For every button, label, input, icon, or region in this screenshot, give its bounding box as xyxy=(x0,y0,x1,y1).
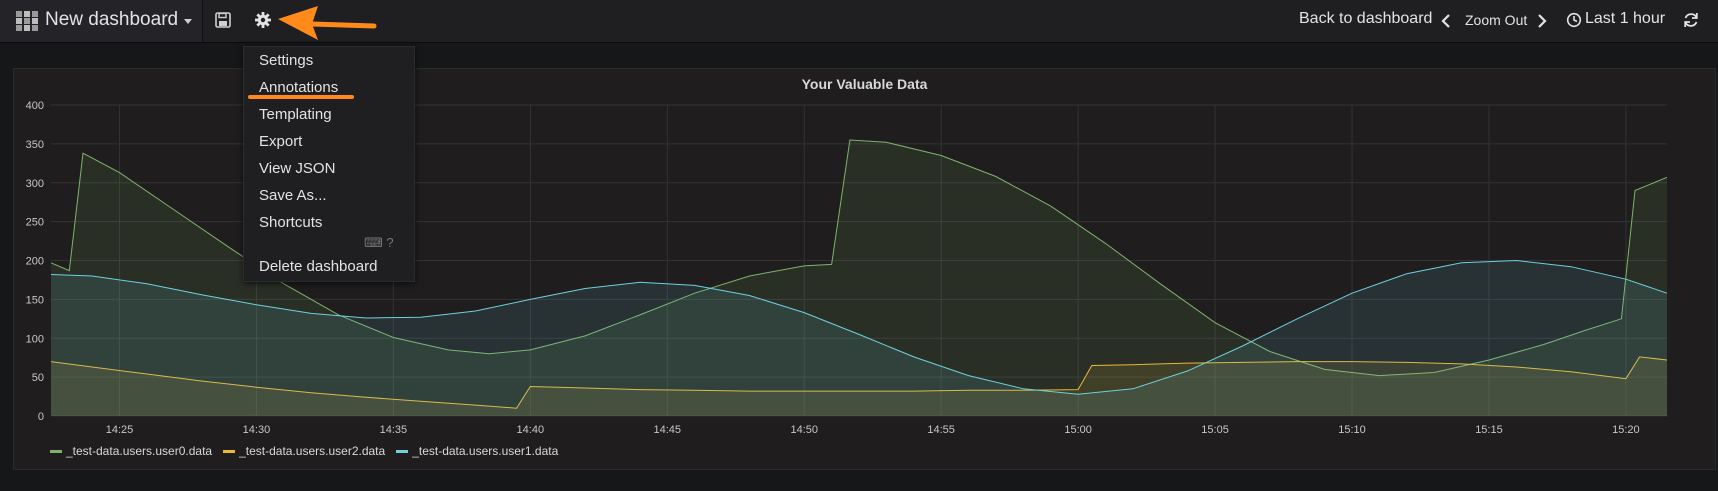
time-series-chart: 0 50 100 150 200 250 300 350 400 14:25 14:30 14:35 1… xyxy=(26,100,1668,436)
zoom-out-button[interactable]: Zoom Out xyxy=(1465,12,1528,28)
gear-icon[interactable] xyxy=(254,11,272,29)
legend-item[interactable]: _test-data.users.user2.data xyxy=(223,444,385,458)
chart-legend: _test-data.users.user0.data _test-data.us… xyxy=(50,444,569,458)
y-tick-label: 100 xyxy=(26,333,44,345)
series-line-2 xyxy=(50,259,1668,395)
series-area-1 xyxy=(51,356,1667,416)
menu-item-settings[interactable]: Settings xyxy=(259,52,314,69)
grafana-dashboard-grid-icon xyxy=(16,11,38,31)
time-range-picker[interactable]: Last 1 hour xyxy=(1585,10,1666,27)
orange-pointer-arrow xyxy=(278,6,377,40)
legend-swatch xyxy=(223,449,236,453)
settings-dropdown-menu: Settings Annotations Templating Export V… xyxy=(243,46,415,282)
caret-down-icon xyxy=(184,19,192,24)
annotations-highlight-underline xyxy=(248,95,354,99)
keyboard-shortcut-hint: ⌨ ? xyxy=(364,235,394,250)
y-tick-label: 350 xyxy=(26,139,44,151)
y-tick-label: 200 xyxy=(26,256,44,268)
refresh-icon[interactable] xyxy=(1682,11,1700,29)
x-tick-label: 15:20 xyxy=(1612,424,1640,436)
y-tick-label: 0 xyxy=(38,411,44,423)
dashboard-title: New dashboard xyxy=(45,9,179,30)
legend-label: _test-data.users.user2.data xyxy=(239,444,386,458)
menu-item-save-as[interactable]: Save As... xyxy=(259,187,327,204)
x-tick-label: 14:40 xyxy=(517,424,545,436)
x-tick-label: 15:05 xyxy=(1201,424,1229,436)
panel-title: Your Valuable Data xyxy=(801,76,928,92)
menu-item-shortcuts[interactable]: Shortcuts xyxy=(259,214,323,231)
x-tick-label: 15:00 xyxy=(1064,424,1092,436)
menu-item-templating[interactable]: Templating xyxy=(259,106,332,123)
legend-label: _test-data.users.user1.data xyxy=(412,444,559,458)
dashboard-title-dropdown[interactable]: New dashboard xyxy=(0,0,203,42)
x-tick-label: 14:50 xyxy=(790,424,818,436)
clock-icon xyxy=(1566,12,1582,28)
x-tick-label: 14:55 xyxy=(927,424,955,436)
y-tick-label: 400 xyxy=(26,100,44,112)
legend-swatch xyxy=(50,449,62,453)
save-floppy-icon[interactable] xyxy=(214,11,232,29)
chevron-right-icon[interactable] xyxy=(1535,12,1549,30)
back-to-dashboard-link[interactable]: Back to dashboard xyxy=(1299,10,1433,27)
series-area-0 xyxy=(51,140,1667,416)
y-tick-label: 300 xyxy=(26,178,44,190)
x-tick-label: 15:10 xyxy=(1338,424,1366,436)
menu-item-export[interactable]: Export xyxy=(259,133,303,150)
menu-item-view-json[interactable]: View JSON xyxy=(259,160,336,177)
x-tick-label: 14:45 xyxy=(654,424,682,436)
menu-item-annotations[interactable]: Annotations xyxy=(259,79,339,96)
x-tick-label: 14:35 xyxy=(380,424,408,436)
y-tick-label: 150 xyxy=(26,294,44,306)
x-tick-label: 14:30 xyxy=(243,424,271,436)
legend-swatch xyxy=(396,449,409,453)
y-tick-label: 50 xyxy=(32,372,44,384)
chevron-left-icon[interactable] xyxy=(1439,12,1453,30)
legend-label: _test-data.users.user0.data xyxy=(66,444,213,458)
x-tick-label: 14:25 xyxy=(106,424,134,436)
menu-item-delete-dashboard[interactable]: Delete dashboard xyxy=(259,258,378,275)
series-line-1 xyxy=(50,356,1668,409)
top-navbar: New dashboard Back to dashboard Zoom Out… xyxy=(0,0,1718,43)
series-area-2 xyxy=(51,260,1667,416)
y-tick-label: 250 xyxy=(26,217,44,229)
legend-item[interactable]: _test-data.users.user0.data xyxy=(50,444,212,458)
x-tick-label: 15:15 xyxy=(1475,424,1503,436)
legend-item[interactable]: _test-data.users.user1.data xyxy=(396,444,558,458)
